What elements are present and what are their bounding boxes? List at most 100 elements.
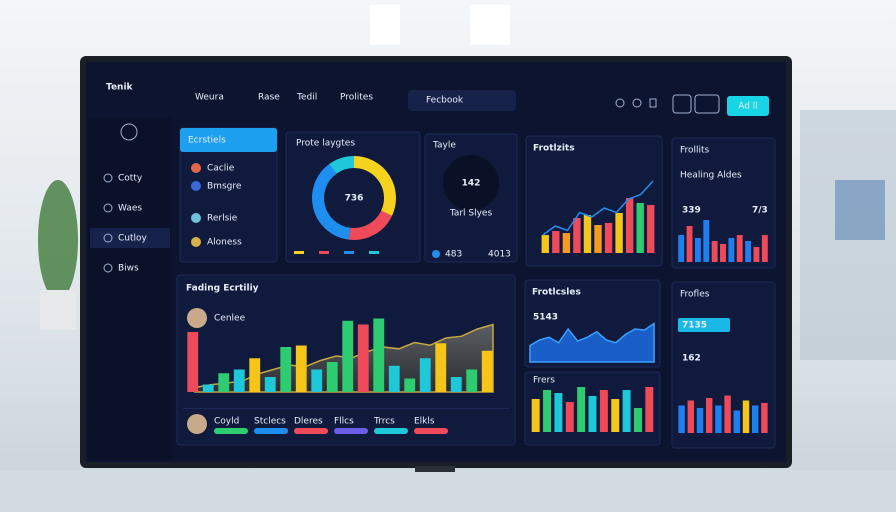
- bars2-bar: [645, 387, 654, 432]
- combo-bar: [647, 205, 655, 253]
- user-name: Cenlee: [214, 314, 246, 324]
- side2-bar: [724, 395, 731, 433]
- side2-bar: [733, 410, 741, 433]
- bars2-bar: [588, 396, 597, 432]
- main-bar: [233, 369, 245, 392]
- panel-subtitle: Healing Aldes: [680, 171, 742, 181]
- sidebar-icon: [103, 173, 113, 183]
- panel-title: Frofles: [680, 290, 710, 300]
- bars2-bar: [565, 402, 574, 432]
- side-bar: [694, 238, 701, 262]
- combo-bar: [541, 235, 549, 253]
- side2-bar: [742, 400, 750, 433]
- main-bar: [187, 332, 199, 392]
- panel-title: Frotlzits: [533, 144, 575, 154]
- combo-bar: [615, 213, 623, 253]
- tag-pill: [254, 428, 288, 434]
- avatar: [187, 414, 207, 434]
- legend-swatch: [344, 251, 354, 254]
- side2-bar: [705, 398, 713, 433]
- sidebar-item[interactable]: Cutloy: [118, 234, 148, 244]
- sidebar-active: [90, 228, 170, 248]
- bars2-bar: [531, 399, 540, 432]
- tag-pill: [334, 428, 368, 434]
- main-bar: [388, 365, 400, 392]
- donut-segment: [312, 164, 351, 240]
- side-bar: [745, 241, 752, 262]
- combo-bar: [625, 198, 634, 253]
- nav-item[interactable]: Rase: [258, 93, 280, 103]
- list-item: Aloness: [207, 238, 242, 248]
- list-header: [180, 128, 277, 152]
- tag-label: Elkls: [414, 417, 435, 427]
- bars2-bar: [543, 390, 552, 432]
- main-bar: [373, 318, 385, 392]
- side-bar: [728, 238, 735, 262]
- kpi-value: 142: [462, 179, 481, 189]
- side-bar: [686, 226, 693, 262]
- list-avatar: [191, 213, 201, 223]
- combo-bar: [562, 233, 571, 253]
- bars2-bar: [599, 390, 608, 432]
- combo-bar: [583, 215, 592, 253]
- stat: 162: [682, 354, 701, 364]
- desk: [0, 470, 896, 512]
- donut-segment: [329, 156, 355, 174]
- tag-label: Coyld: [214, 417, 239, 427]
- main-bar: [466, 369, 478, 392]
- panel-title: Tayle: [432, 141, 456, 151]
- tag-label: Dleres: [294, 417, 323, 427]
- kpi-foot: 4013: [488, 250, 511, 260]
- side-bar: [703, 220, 710, 262]
- tag-pill: [414, 428, 448, 434]
- panel-title: Frotlcsles: [532, 288, 581, 298]
- sidebar: [88, 118, 172, 460]
- search-box[interactable]: [408, 90, 516, 111]
- list-item: Caclie: [207, 164, 235, 174]
- list-avatar: [191, 163, 201, 173]
- nav-item[interactable]: Weura: [195, 93, 224, 103]
- divider: [183, 408, 509, 409]
- header-button[interactable]: [727, 96, 769, 116]
- search-text: Fecbook: [426, 96, 464, 106]
- side2-bar: [761, 403, 768, 433]
- kpi-label: Tarl Slyes: [449, 209, 493, 219]
- combo-bar: [552, 231, 560, 253]
- donut-segment: [353, 156, 396, 216]
- side2-bar: [687, 400, 695, 433]
- sidebar-item[interactable]: Biws: [118, 264, 139, 274]
- logo: Tenik: [106, 83, 134, 93]
- sidebar-item[interactable]: Cotty: [118, 174, 143, 184]
- panel-title: Fading Ecrtiliy: [186, 284, 259, 294]
- main-bar: [311, 369, 323, 392]
- area2-area: [529, 322, 655, 363]
- main-bar: [342, 320, 354, 392]
- combo-bar: [604, 223, 613, 253]
- side-bar: [720, 244, 726, 262]
- button-label[interactable]: Ad ll: [738, 102, 758, 112]
- tag-pill: [374, 428, 408, 434]
- ceiling-light: [470, 5, 510, 45]
- side2-bar: [715, 405, 722, 433]
- main-bar: [419, 358, 431, 392]
- stat: 339: [682, 206, 701, 216]
- nav-item[interactable]: Tedil: [296, 93, 317, 103]
- main-bar: [435, 343, 447, 392]
- sidebar-item[interactable]: Waes: [118, 204, 142, 214]
- bars2-bar: [577, 387, 586, 432]
- main-bar: [218, 373, 230, 392]
- profile-icon: [120, 123, 138, 141]
- main-bar: [326, 362, 338, 392]
- list-avatar: [191, 181, 201, 191]
- side2-bar: [751, 405, 759, 433]
- main-bar: [481, 350, 493, 392]
- kpi-dot: [432, 250, 440, 258]
- combo-bar: [636, 203, 644, 253]
- tag-pill: [214, 428, 248, 434]
- donut-segment: [348, 210, 393, 240]
- avatar: [187, 308, 207, 328]
- stat: 7/3: [752, 206, 768, 216]
- side-bar: [761, 235, 768, 262]
- nav-item[interactable]: Prolites: [340, 93, 373, 103]
